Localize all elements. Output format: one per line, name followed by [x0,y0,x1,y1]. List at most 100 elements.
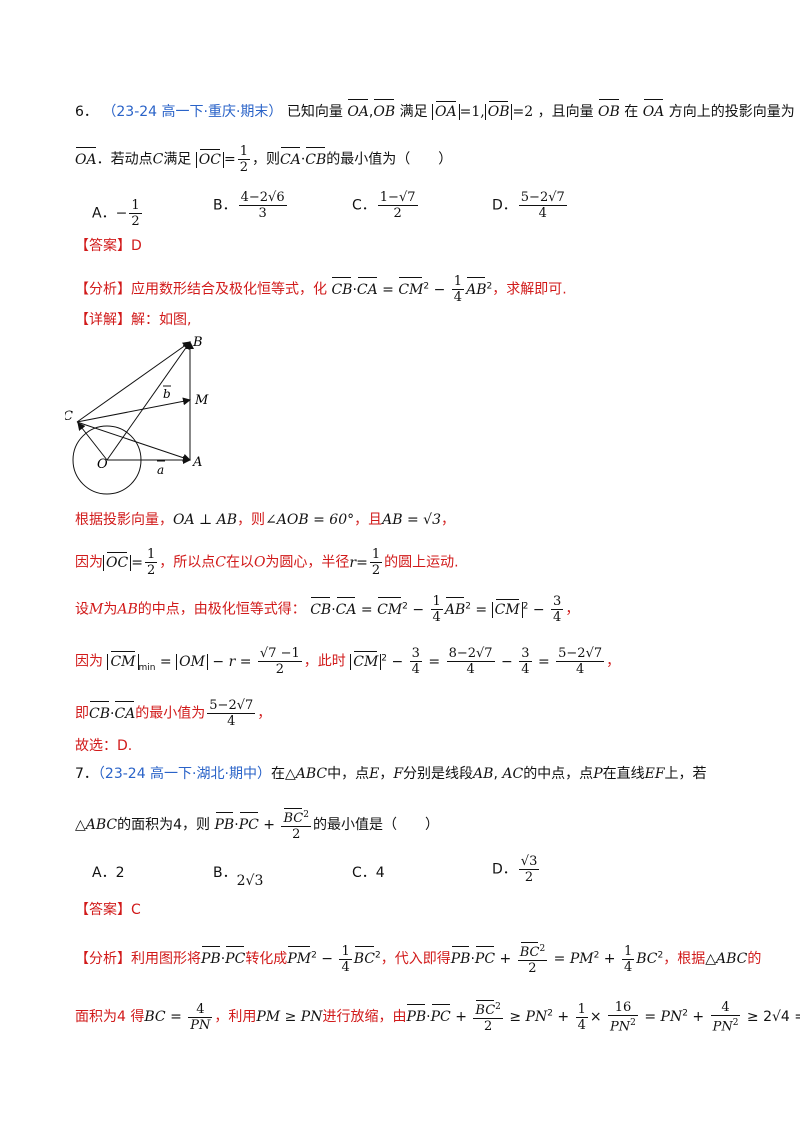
solution-text: ，此时 [303,653,346,670]
radius-formula: r= 1 2 [349,547,383,578]
norm-ob: OB [484,101,513,120]
solution-text: 为圆心，半径 [265,554,350,571]
q7-number: 7． [75,766,98,782]
option-label: B． [213,865,237,881]
q6-solution-line-5: 即CB·CA的最小值为 5−2√7 4， [75,698,272,729]
q6-stem-text: 满足 [163,151,192,168]
q7-stem-text: 在直线 [602,766,645,782]
q6-stem-line-1: 6． （23-24 高一下·重庆·期末） 已知向量 OA,OB 满足 OA =1,… [75,99,795,120]
vector-oa-3: OA [75,146,97,168]
vector-cm-line [76,397,191,423]
q6-number: 6． [75,104,98,120]
norm-oc-half: OC = 1 2 [103,547,159,578]
q6-analysis: 【分析】应用数形结合及极化恒等式，化 CB·CA = CM2 − 1 4 AB2，求… [75,274,567,305]
bound-chain: PB·PC + BC2 2 ≥ PN2 + 1 4 × 16 PN2 = PN2 + 4… [406,1000,800,1035]
solution-text: 设 [75,601,89,618]
q7-option-b[interactable]: B．2√3 [213,862,263,889]
analysis-text: ，利用 [214,1009,257,1026]
q7-stem-line-1: 7．（23-24 高一下·湖北·期中）在△ABC中，点E，F分别是线段AB, A… [75,766,707,782]
label-vector-b: b [163,387,171,401]
answer-tag: 【答案】 [75,902,131,918]
q7-stem-text: 在 [270,766,285,782]
option-label: A． [92,205,116,222]
answer-value: C [131,902,141,918]
q6-stem-text: 的最小值为（ ） [326,151,453,168]
q7-analysis-line-2: 面积为4 得BC = 4 PN ，利用PM ≥ PN进行放缩，由PB·PC + BC… [75,1000,800,1034]
analysis-text: 转化成 [245,951,288,968]
q6-solution-line-3: 设M为AB的中点，由极化恒等式得： CB·CA = CM2 − 1 4 AB2 = … [75,594,580,625]
solution-text: ，则 [237,512,266,528]
product-cb-ca: CB·CA [89,700,136,722]
norm-oa: OA [432,101,460,120]
q6-stem-text: ，且向量 [537,104,594,120]
solution-text: 根据投影向量， [75,512,173,528]
q6-stem-text: 在 [624,104,639,120]
label-c: C [65,409,73,424]
detail-intro: 解：如图, [131,312,192,328]
q6-stem-text: ．若动点 [96,151,153,168]
q6-source: （23-24 高一下·重庆·期末） [102,104,283,120]
analysis-text: ，求解即可. [492,281,567,298]
q7-analysis-line-1: 【分析】利用图形将PB·PC转化成PM2 − 1 4 BC2，代入即得PB·PC +… [75,942,762,977]
option-text: 2√3 [236,873,264,889]
solution-text: 在以 [225,554,254,571]
q7-option-d[interactable]: D． √3 2 [492,854,541,885]
pm-bc-form: PM2 − 1 4 BC2 [287,943,381,975]
analysis-text: ，根据 [663,951,706,968]
label-vector-a: a [157,463,164,477]
option-label: B． [213,197,237,214]
solution-text: 因为 [75,653,103,670]
q7-stem-text: 中，点 [327,766,370,782]
analysis-text: 应用数形结合及极化恒等式，化 [131,281,327,298]
solution-math: ∠AOB = 60° [265,512,355,528]
bc-formula: BC = 4 PN [144,1001,213,1033]
q6-option-c[interactable]: C． 1−√7 2 [352,190,420,221]
analysis-text: 面积为4 得 [75,1009,145,1026]
q7-option-c[interactable]: C．4 [352,862,385,882]
q7-option-a[interactable]: A．2 [92,862,125,882]
option-fraction: 4−2√6 3 [238,190,287,221]
vector-oa: OA [347,99,369,120]
answer-value: D [131,238,142,254]
solution-text: 因为 [75,554,103,571]
pb-pc: PB·PC [201,946,246,968]
inequality-pm-pn: PM ≥ PN [256,1009,323,1026]
q6-solution-line-2: 因为 OC = 1 2 ，所以点C在以O为圆心，半径r= 1 2 的圆上运动. [75,547,459,578]
q7-answer: 【答案】C [75,900,141,920]
vector-cb: CB [305,146,327,168]
solution-text: 即 [75,705,89,722]
q6-option-b[interactable]: B． 4−2√6 3 [213,190,289,221]
vector-cb-line [76,341,191,423]
vector-ob-2: OB [598,99,620,120]
analysis-tag: 【分析】 [75,951,131,968]
q7-stem-text: 上，若 [664,766,707,782]
vector-ob-line [106,341,191,461]
option-label: A． [92,865,116,881]
q6-stem-text: 已知向量 [286,104,343,120]
label-a: A [192,455,202,470]
solution-text: 的最小值为 [135,705,206,722]
label-o: O [97,457,108,472]
analysis-text: ，代入即得 [380,951,451,968]
q6-option-d[interactable]: D． 5−2√7 4 [492,190,569,221]
solution-text: 为 [103,601,118,618]
q7-stem-text: 分别是线段 [403,766,474,782]
q6-stem-text: 满足 [399,104,428,120]
option-label: D． [492,197,517,214]
solution-text: ，所以点 [159,554,216,571]
vector-oc-line [77,422,108,461]
option-label: D． [492,861,517,878]
option-label: C． [352,197,376,214]
q6-detail-heading: 【详解】解：如图, [75,310,191,330]
option-label: C． [352,865,376,881]
geometry-figure: B M C O A a b [65,335,209,495]
solution-math: AB = √3 [382,512,441,528]
q7-stem-line-2: △ABC的面积为4，则 PB·PC + BC2 2 的最小值是（ ） [75,808,439,843]
solution-text: 的中点，由极化恒等式得： [137,601,306,618]
q6-option-a[interactable]: A．− 1 2 [92,198,142,229]
q7-stem-text: 的中点，点 [523,766,594,782]
option-fraction: 1−√7 2 [377,190,418,221]
